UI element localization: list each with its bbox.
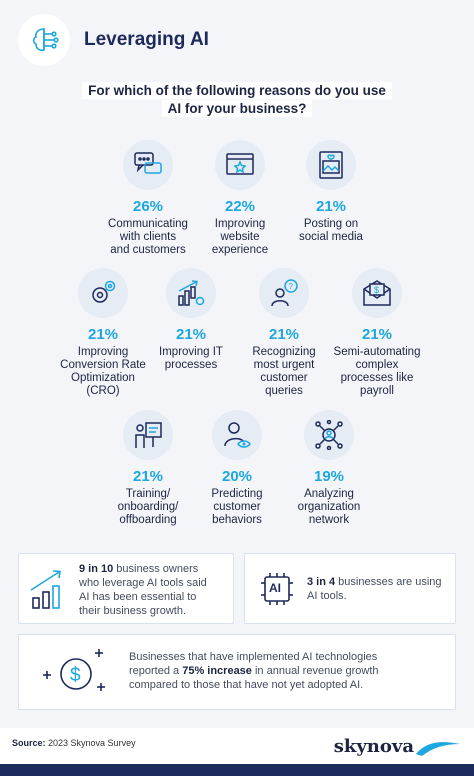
svg-text:?: ? bbox=[289, 282, 294, 291]
social-post-icon bbox=[306, 140, 356, 190]
dollar-coin-icon: $ bbox=[41, 647, 111, 697]
bar-chart-icon bbox=[29, 568, 69, 610]
brain-circuit-icon bbox=[18, 14, 70, 66]
ai-chip-label: AI bbox=[269, 581, 281, 595]
chat-bubbles-icon bbox=[123, 140, 173, 190]
skynova-logo: skynova bbox=[333, 736, 414, 757]
person-question-icon: ? bbox=[259, 268, 309, 318]
growth-chart-gear-icon bbox=[166, 268, 216, 318]
fact-box-three-in-four: AI 3 in 4 businesses are using AI tools. bbox=[244, 553, 456, 624]
gears-icon bbox=[78, 268, 128, 318]
stat-cro: 21% Improving Conversion Rate Optimization… bbox=[48, 268, 158, 398]
payroll-envelope-icon: $ bbox=[352, 268, 402, 318]
person-eye-icon bbox=[212, 410, 262, 460]
survey-question: For which of the following reasons do yo… bbox=[0, 82, 474, 118]
browser-star-icon bbox=[215, 140, 265, 190]
stat-urgent-queries: ? 21% Recognizing most urgent customer quer… bbox=[229, 268, 339, 398]
fact-box-revenue-growth: $ Businesses that have implemented AI te… bbox=[18, 634, 456, 710]
stat-website: 22% Improving website experience bbox=[185, 140, 295, 257]
fact-box-nine-in-ten: 9 in 10 business owners who leverage AI … bbox=[18, 553, 234, 624]
footer: Source: 2023 Skynova Survey skynova bbox=[0, 728, 474, 776]
stat-it-processes: 21% Improving IT processes bbox=[136, 268, 246, 372]
stat-predicting: 20% Predicting customer behaviors bbox=[182, 410, 292, 527]
presentation-icon bbox=[123, 410, 173, 460]
bottom-bar bbox=[0, 764, 474, 776]
network-icon bbox=[304, 410, 354, 460]
source-citation: Source: 2023 Skynova Survey bbox=[12, 738, 136, 748]
svg-text:$: $ bbox=[374, 285, 379, 295]
ai-chip-icon: AI bbox=[259, 571, 295, 607]
stat-communicating: 26% Communicating with clients and custome… bbox=[93, 140, 203, 257]
stat-network: 19% Analyzing organization network bbox=[274, 410, 384, 527]
wave-logo-icon bbox=[416, 740, 460, 756]
stat-payroll: $ 21% Semi-automating complex processes li… bbox=[322, 268, 432, 398]
page-title: Leveraging AI bbox=[84, 29, 209, 50]
svg-text:$: $ bbox=[70, 665, 81, 686]
header: Leveraging AI bbox=[18, 14, 209, 66]
stat-social-media: 21% Posting on social media bbox=[276, 140, 386, 244]
stat-training: 21% Training/onboarding/offboarding bbox=[93, 410, 203, 527]
